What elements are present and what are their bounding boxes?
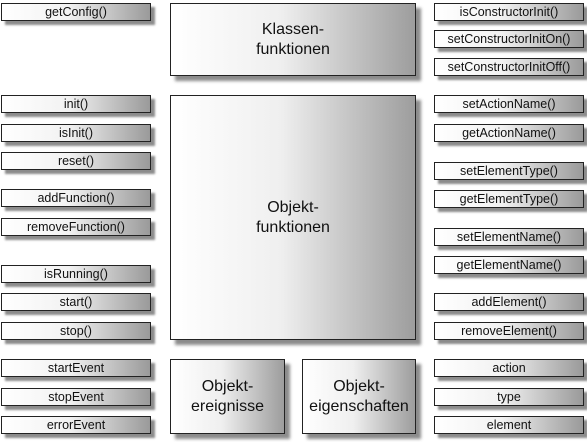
- right-item-type: type: [434, 388, 584, 406]
- left-item-addfunction: addFunction(): [1, 189, 151, 207]
- left-item-reset: reset(): [1, 152, 151, 170]
- right-item-isconstructorinit: isConstructorInit(): [434, 3, 584, 21]
- right-item-element: element: [434, 416, 584, 434]
- left-item-stopevent: stopEvent: [1, 388, 151, 406]
- right-item-getactionname: getActionName(): [434, 124, 584, 142]
- right-item-getelementname: getElementName(): [434, 256, 584, 274]
- left-item-startevent: startEvent: [1, 359, 151, 377]
- right-item-setconstructorniton: setConstructorInitOn(): [434, 30, 584, 48]
- right-item-setactionname: setActionName(): [434, 95, 584, 113]
- left-item-stop: stop(): [1, 322, 151, 340]
- right-item-removeelement: removeElement(): [434, 322, 584, 340]
- left-item-isinit: isInit(): [1, 124, 151, 142]
- box-objektfunktionen: Objekt- funktionen: [170, 95, 416, 340]
- left-item-init: init(): [1, 95, 151, 113]
- box-klassenfunktionen-label: Klassen- funktionen: [256, 20, 330, 58]
- right-item-setconstructorinitoff: setConstructorInitOff(): [434, 58, 584, 76]
- box-klassenfunktionen: Klassen- funktionen: [170, 3, 416, 76]
- box-objektereignisse-label: Objekt- ereignisse: [191, 377, 264, 415]
- box-objektereignisse: Objekt- ereignisse: [170, 359, 285, 434]
- box-objekteigenschaften: Objekt- eigenschaften: [302, 359, 416, 434]
- box-objektfunktionen-label: Objekt- funktionen: [256, 198, 330, 236]
- left-item-isrunning: isRunning(): [1, 265, 151, 283]
- right-item-action: action: [434, 359, 584, 377]
- left-item-start: start(): [1, 293, 151, 311]
- left-item-removefunction: removeFunction(): [1, 218, 151, 236]
- left-item-getconfig: getConfig(): [1, 3, 151, 21]
- right-item-addelement: addElement(): [434, 293, 584, 311]
- left-item-errorevent: errorEvent: [1, 416, 151, 434]
- right-item-setelementtype: setElementType(): [434, 162, 584, 180]
- right-item-setelementname: setElementName(): [434, 228, 584, 246]
- box-objekteigenschaften-label: Objekt- eigenschaften: [309, 377, 409, 415]
- right-item-getelementtype: getElementType(): [434, 190, 584, 208]
